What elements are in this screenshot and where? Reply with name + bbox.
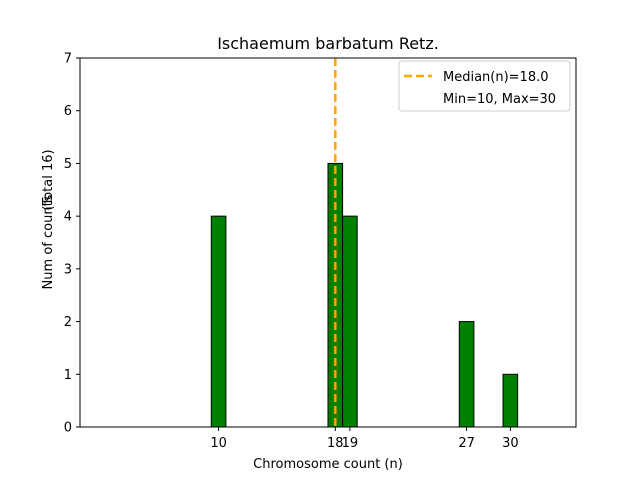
y-tick-label: 5 [64,157,72,172]
axes-frame [79,57,577,428]
chart-title: Ischaemum barbatum Retz. [217,34,439,53]
x-tick-label: 30 [502,436,519,451]
bar-n-19 [342,215,358,428]
y-tick-label: 7 [64,52,72,67]
y-axis-total-label: (Total 16) [41,149,56,210]
legend-minmax-label: Min=10, Max=30 [443,92,556,107]
x-axis-label: Chromosome count (n) [253,457,403,472]
x-tick-label: 19 [342,436,359,451]
bar-n-30 [502,373,519,428]
legend-median-label: Median(n)=18.0 [443,70,549,85]
plot-area [210,58,547,428]
y-tick-label: 3 [64,262,72,277]
y-tick-label: 0 [64,421,72,436]
legend: Median(n)=18.0 Min=10, Max=30 [398,60,571,112]
x-tick-label: 27 [458,436,475,451]
y-tick-label: 4 [64,210,72,225]
y-tick-label: 2 [64,315,72,330]
y-tick-label: 6 [64,104,72,119]
bar-n-10 [210,215,227,428]
y-axis-label: Num of counts [41,194,56,289]
bar-n-27 [458,321,475,428]
y-tick-label: 1 [64,368,72,383]
legend-box [398,60,571,112]
x-tick-label: 18 [327,436,344,451]
x-tick-label: 10 [210,436,227,451]
